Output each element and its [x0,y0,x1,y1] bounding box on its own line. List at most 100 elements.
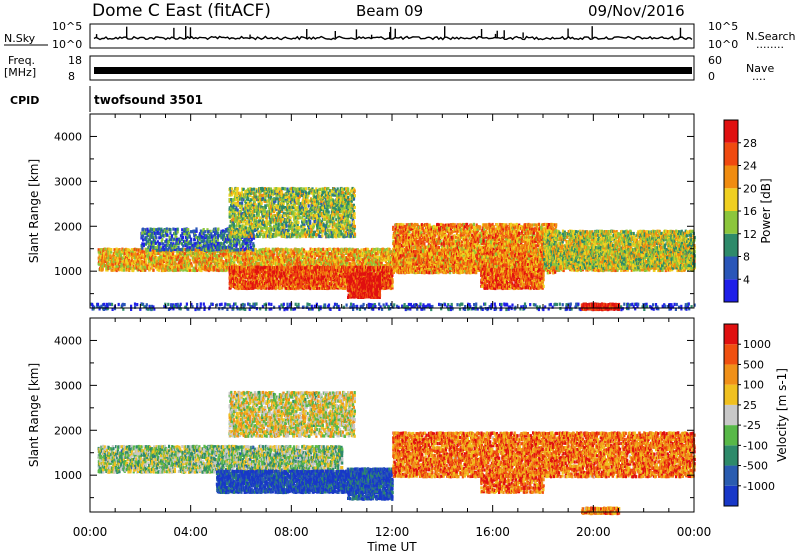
data-cell [322,247,325,251]
date-label: 09/Nov/2016 [588,2,685,20]
data-cell [119,268,122,272]
data-cell [199,268,202,272]
data-cell [132,252,135,256]
data-cell [118,248,121,252]
data-cell [151,265,154,270]
noise-strip-frame [89,23,695,49]
data-cell [374,258,377,262]
data-cell [279,256,283,260]
data-cell [183,262,186,266]
nsky-tick-top: 10^5 [52,20,82,33]
data-cell [242,258,245,262]
data-cell [205,256,208,260]
data-cell [188,262,191,266]
data-cell [244,264,247,268]
nave-dots: .... [752,70,766,83]
data-cell [186,264,189,268]
data-cell [228,258,231,262]
data-cell [267,260,271,264]
data-cell [117,264,120,268]
data-cell [102,262,105,266]
data-cell [171,258,174,262]
data-cell [161,254,164,258]
data-cell [256,262,259,266]
data-cell [114,260,117,264]
data-cell [204,264,207,268]
data-cell [174,258,177,262]
data-cell [258,251,262,256]
data-cell [233,262,236,266]
data-cell [362,260,365,264]
data-cell [198,262,201,266]
data-cell [342,250,345,254]
data-cell [265,252,268,256]
data-cell [128,260,131,264]
data-cell [180,260,183,264]
data-cell [244,260,247,264]
data-cell [157,256,160,260]
data-cell [183,258,186,262]
data-cell [293,253,296,257]
data-cell [256,249,259,254]
data-cell [101,264,104,268]
data-cell [347,264,350,268]
nsky-tick-bottom: 10^0 [52,38,82,51]
data-cell [108,249,112,253]
data-cell [296,257,299,261]
data-cell [187,252,190,256]
data-cell [297,250,300,254]
data-cell [125,249,128,253]
data-cell [103,260,106,264]
data-cell [285,247,288,251]
data-cell [140,252,143,256]
data-cell [384,248,387,252]
data-cell [211,264,214,268]
data-cell [195,260,198,264]
data-cell [266,260,269,264]
data-cell [107,249,110,253]
data-cell [333,262,336,266]
data-cell [217,249,220,254]
data-cell [320,250,323,254]
data-cell [128,268,131,272]
data-cell [194,258,197,262]
data-cell [324,254,327,258]
data-cell [103,251,106,255]
data-cell [236,256,239,260]
data-cell [319,258,322,262]
data-cell [116,248,119,252]
data-cell [251,262,254,266]
data-cell [376,262,379,266]
data-cell [211,256,214,260]
data-cell [218,254,221,258]
data-cell [370,252,373,256]
data-cell [184,254,187,258]
data-cell [281,260,285,264]
data-cell [106,249,109,254]
data-cell [133,247,137,251]
data-cell [376,250,379,254]
data-cell [170,264,173,268]
data-cell [269,252,272,256]
data-cell [378,258,381,262]
data-cell [373,250,377,254]
data-cell [382,247,385,252]
data-cell [121,264,124,268]
data-cell [169,252,172,256]
data-cell [348,247,351,251]
data-cell [266,256,269,260]
data-cell [154,260,157,264]
data-cell [379,256,382,260]
data-cell [154,264,157,268]
data-cell [141,264,144,268]
data-cell [219,252,222,256]
data-cell [273,252,276,256]
data-cell [153,262,157,266]
data-cell [111,262,114,266]
data-cell [187,250,190,254]
data-cell [322,260,325,264]
data-cell [304,250,307,254]
data-cell [384,264,387,268]
data-cell [281,258,284,262]
data-cell [267,251,270,255]
